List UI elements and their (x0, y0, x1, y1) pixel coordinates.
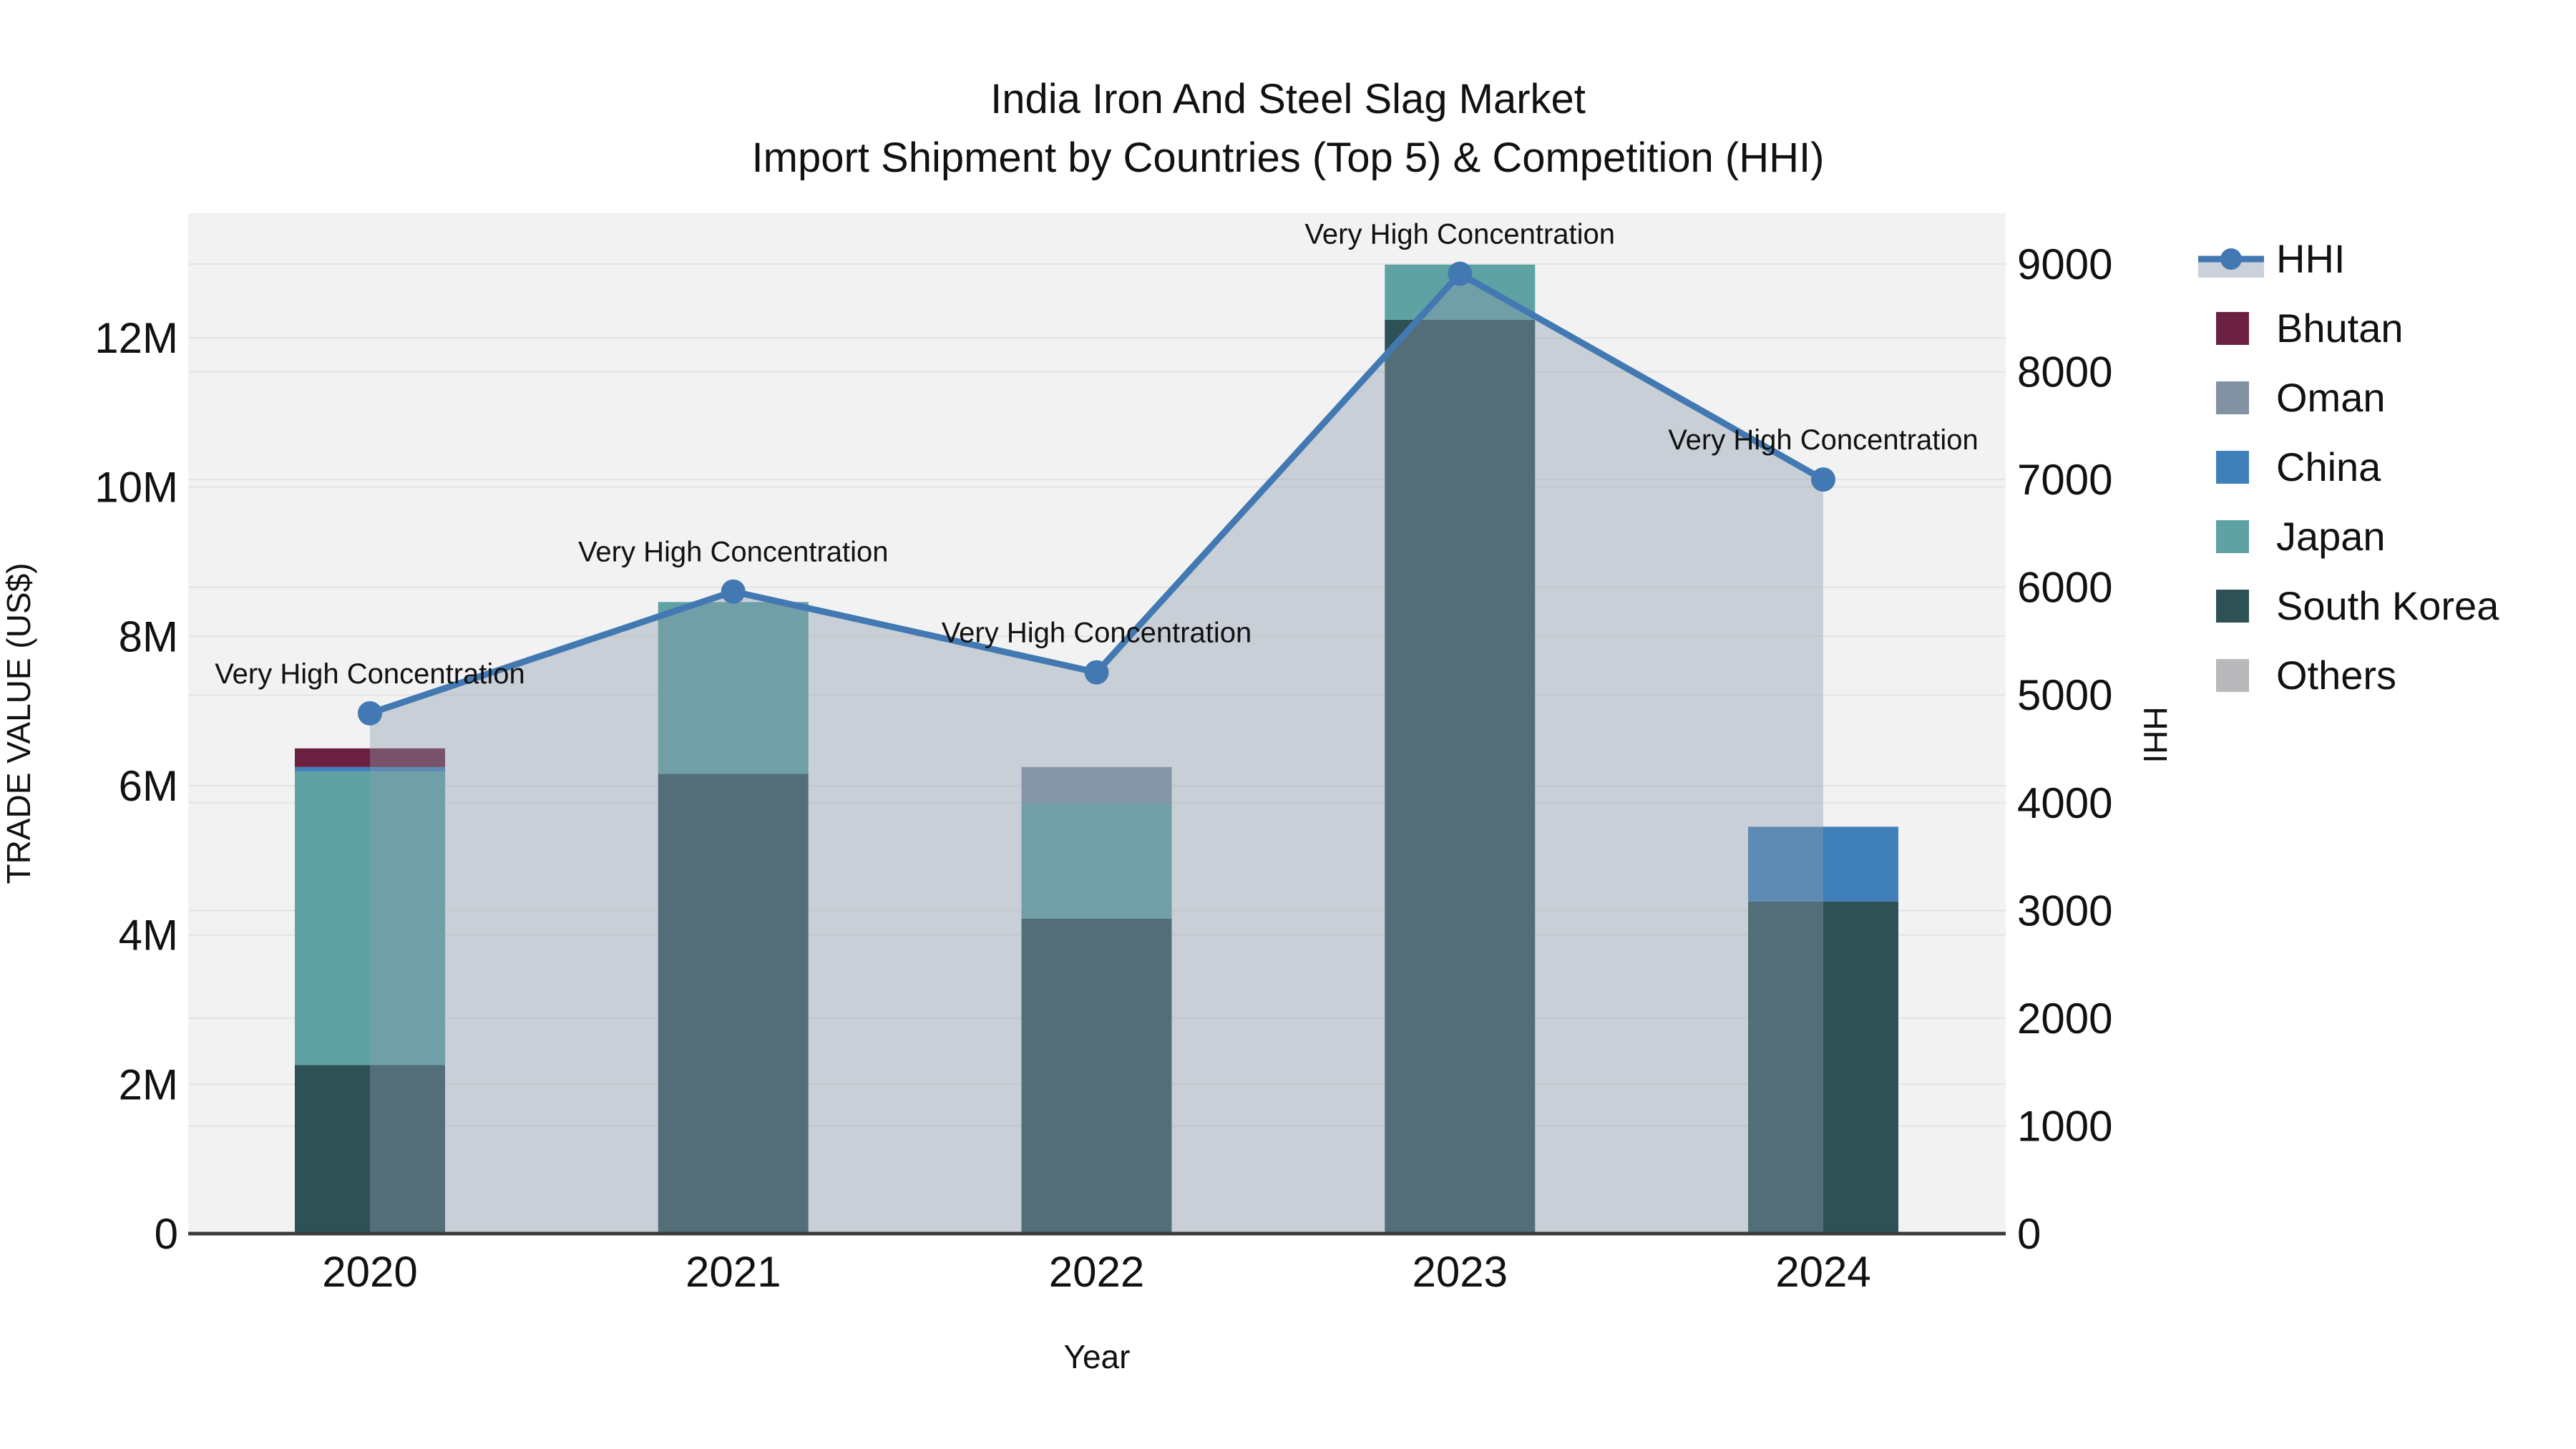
legend-swatch-others (2216, 659, 2249, 692)
y-axis-left-title: TRADE VALUE (US$) (0, 562, 37, 884)
annotation-2024: Very High Concentration (1668, 424, 1979, 456)
y-left-tick-4M: 4M (119, 912, 178, 960)
x-tick-2022: 2022 (1049, 1248, 1144, 1296)
y-right-tick-3000: 3000 (2017, 887, 2112, 935)
hhi-marker-2023[interactable] (1448, 261, 1473, 286)
bar-segment-2022-south-korea[interactable] (1021, 918, 1172, 1234)
legend-swatch-south-korea (2216, 590, 2249, 623)
legend-item-south-korea[interactable]: South Korea (2216, 583, 2499, 628)
y-right-tick-1000: 1000 (2017, 1102, 2112, 1150)
legend-label-hhi: HHI (2276, 236, 2345, 281)
x-tick-2024: 2024 (1775, 1248, 1870, 1296)
y-right-tick-4000: 4000 (2017, 779, 2112, 827)
x-tick-2021: 2021 (686, 1248, 781, 1296)
annotation-2022: Very High Concentration (942, 618, 1252, 649)
legend-swatch-oman (2216, 381, 2249, 414)
y-left-tick-6M: 6M (119, 762, 178, 810)
legend-label-china: China (2276, 444, 2381, 489)
legend-swatch-china (2216, 451, 2249, 484)
y-right-tick-2000: 2000 (2017, 995, 2112, 1043)
bar-segment-2020-south-korea[interactable] (295, 1065, 445, 1234)
legend-item-others[interactable]: Others (2216, 653, 2396, 698)
x-axis-title: Year (1064, 1338, 1131, 1375)
bar-segment-2020-bhutan[interactable] (295, 748, 445, 767)
chart-title-line1: India Iron And Steel Slag Market (990, 76, 1586, 122)
y-left-tick-2M: 2M (119, 1060, 178, 1108)
bar-segment-2022-oman[interactable] (1021, 766, 1172, 803)
legend-item-japan[interactable]: Japan (2216, 514, 2386, 559)
bar-segment-2021-japan[interactable] (658, 602, 809, 774)
legend-swatch-japan (2216, 520, 2249, 553)
legend-label-south-korea: South Korea (2276, 583, 2499, 628)
bar-segment-2020-japan[interactable] (295, 771, 445, 1065)
bar-segment-2024-china[interactable] (1748, 826, 1898, 902)
hhi-marker-2020[interactable] (358, 701, 382, 726)
y-right-tick-6000: 6000 (2017, 564, 2112, 612)
legend-item-bhutan[interactable]: Bhutan (2216, 306, 2404, 351)
chart-title-line2: Import Shipment by Countries (Top 5) & C… (752, 135, 1825, 181)
bar-segment-2023-south-korea[interactable] (1385, 319, 1536, 1234)
annotation-2023: Very High Concentration (1304, 219, 1615, 250)
y-left-tick-8M: 8M (119, 613, 178, 660)
bar-segment-2021-south-korea[interactable] (658, 774, 809, 1234)
bar-segment-2022-japan[interactable] (1021, 802, 1172, 919)
legend-label-oman: Oman (2276, 375, 2386, 420)
annotation-2021: Very High Concentration (578, 537, 889, 568)
legend-item-china[interactable]: China (2216, 444, 2381, 489)
y-right-tick-0: 0 (2017, 1210, 2041, 1258)
legend-label-japan: Japan (2276, 514, 2386, 559)
hhi-marker-2021[interactable] (721, 579, 746, 604)
y-right-tick-9000: 9000 (2017, 240, 2112, 288)
y-left-tick-0: 0 (155, 1210, 178, 1258)
y-left-tick-10M: 10M (94, 464, 178, 512)
hhi-marker-2024[interactable] (1811, 467, 1835, 492)
legend-item-hhi[interactable]: HHI (2198, 236, 2345, 281)
legend-label-bhutan: Bhutan (2276, 306, 2404, 351)
y-right-tick-8000: 8000 (2017, 348, 2112, 396)
y-axis-right-title: HHI (2137, 706, 2174, 763)
y-right-tick-5000: 5000 (2017, 671, 2112, 719)
y-left-tick-12M: 12M (94, 314, 178, 362)
y-right-tick-7000: 7000 (2017, 456, 2112, 504)
x-tick-2020: 2020 (322, 1248, 417, 1296)
legend-swatch-bhutan (2216, 312, 2249, 345)
bar-segment-2020-china[interactable] (295, 766, 445, 772)
annotation-2020: Very High Concentration (215, 658, 525, 690)
legend-item-oman[interactable]: Oman (2216, 375, 2386, 420)
bar-segment-2024-south-korea[interactable] (1748, 901, 1898, 1234)
legend-hhi-marker-swatch (2220, 248, 2242, 270)
x-tick-2023: 2023 (1413, 1248, 1508, 1296)
hhi-marker-2022[interactable] (1084, 660, 1109, 685)
hhi-area-fill (370, 273, 1823, 1234)
legend-label-others: Others (2276, 653, 2396, 698)
